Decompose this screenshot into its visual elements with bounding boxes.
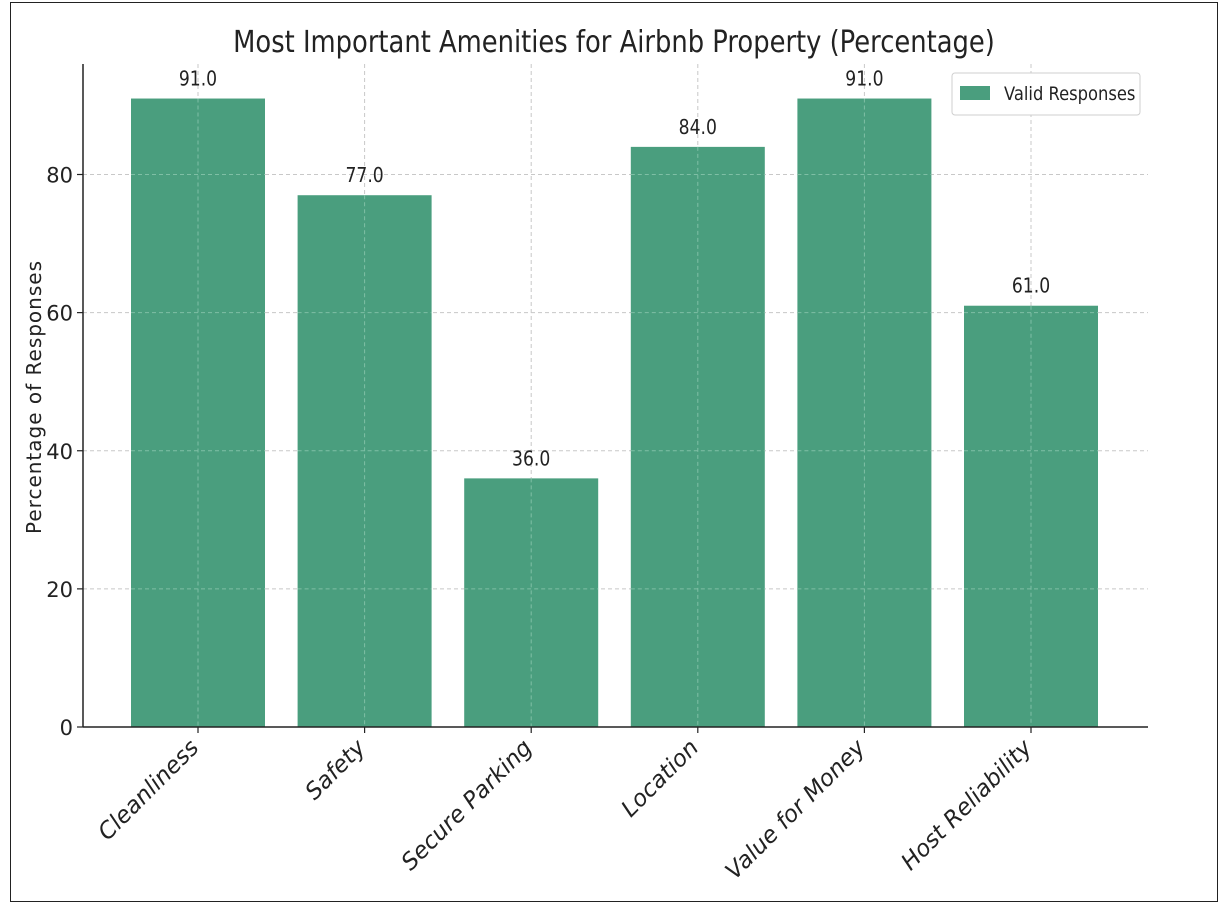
y-tick-label: 40	[46, 440, 73, 464]
bar-layer	[131, 98, 1098, 727]
data-label: 91.0	[845, 68, 883, 91]
legend-label: Valid Responses	[1004, 84, 1135, 105]
x-tick-label: Host Reliability	[896, 735, 1037, 876]
y-tick-label: 20	[46, 578, 73, 602]
y-axis-title: Percentage of Responses	[22, 260, 46, 534]
y-tick-label: 60	[46, 302, 73, 326]
label-layer: 91.0 77.0 36.0 84.0 91.0 61.0	[179, 68, 1050, 470]
bar	[797, 98, 932, 727]
legend-box	[951, 72, 1141, 116]
data-label: 61.0	[1012, 276, 1050, 299]
y-tick-label: 80	[46, 164, 73, 188]
data-label: 77.0	[345, 165, 383, 188]
x-tick-label: Value for Money	[721, 735, 871, 885]
y-tick-label: 0	[60, 716, 73, 740]
x-tick-label: Location	[617, 735, 704, 822]
x-tick-label: Safety	[300, 735, 371, 806]
data-label: 84.0	[679, 117, 717, 140]
bar	[131, 98, 265, 727]
chart-title: Most Important Amenities for Airbnb Prop…	[233, 24, 995, 59]
data-label: 36.0	[512, 448, 550, 471]
x-tick-label: Cleanliness	[93, 735, 204, 846]
legend-swatch	[960, 86, 990, 100]
x-tick-label: Secure Parking	[397, 735, 538, 876]
data-label: 91.0	[179, 68, 217, 91]
bar	[464, 478, 599, 727]
legend: Valid Responses	[951, 72, 1141, 116]
